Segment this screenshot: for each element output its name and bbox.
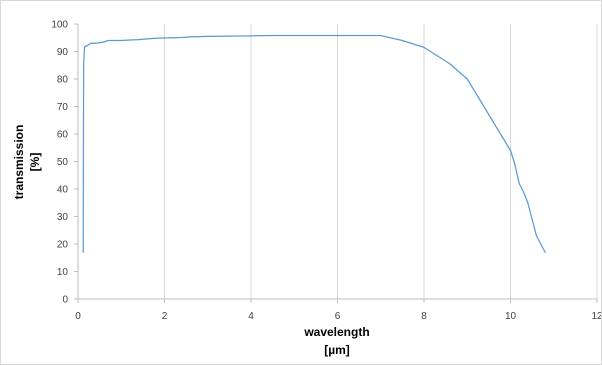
x-axis-title: wavelength [303,325,369,339]
data-point-0-8 [94,42,96,44]
data-point-0-21 [189,36,192,38]
data-point-0-27 [293,34,295,37]
data-point-0-15 [137,39,140,41]
x-tick-label-4: 8 [421,311,427,322]
data-point-0-3 [84,45,86,47]
data-point-0-9 [99,42,101,44]
data-point-0-40 [522,191,525,193]
data-point-0-12 [112,39,114,42]
data-point-0-30 [358,34,360,37]
series-line-0 [82,34,546,253]
data-point-0-42 [535,235,538,237]
data-point-0-28 [315,34,317,37]
data-point-0-10 [103,41,105,43]
data-point-0-0 [82,251,84,253]
y-axis-unit: [%] [28,153,42,172]
data-point-0-24 [228,35,230,37]
tick-label-layer: 0 2 4 6 8 10 12 0 10 20 30 40 50 60 70 80 90 100 [51,20,601,323]
data-point-0-35 [466,78,468,80]
data-point-0-38 [514,163,516,165]
data-point-0-31 [380,34,382,37]
x-tick-label-1: 2 [162,311,168,322]
axis-title-layer: wavelength [µm] transmission [%] [12,125,370,357]
data-point-0-2 [83,46,86,48]
x-tick-label-5: 10 [505,311,517,322]
x-tick-label-2: 4 [248,311,254,322]
data-point-0-17 [155,37,157,39]
data-point-0-20 [181,36,183,39]
data-point-0-4 [86,45,88,47]
data-point-0-41 [527,202,529,204]
data-point-0-1 [83,64,85,66]
data-point-0-33 [423,46,425,48]
data-point-0-16 [146,38,148,40]
y-tick-label-4: 40 [57,185,69,196]
data-point-0-39 [518,182,520,185]
data-point-0-26 [272,34,274,37]
y-tick-label-1: 10 [57,267,69,278]
data-point-0-43 [544,251,546,253]
axis-layer [74,23,598,303]
grid-layer [164,24,598,299]
data-point-0-22 [198,36,200,38]
x-tick-label-0: 0 [75,311,81,322]
y-tick-label-9: 90 [57,47,69,58]
y-tick-label-0: 0 [62,295,68,306]
y-tick-label-6: 60 [57,130,69,141]
y-tick-label-5: 50 [57,157,69,168]
x-axis-unit: [µm] [324,343,350,357]
data-point-0-13 [120,39,122,42]
data-point-0-23 [207,35,209,37]
y-tick-label-7: 70 [57,102,69,113]
data-point-0-11 [107,39,109,42]
data-point-0-29 [336,34,339,37]
data-point-0-18 [163,37,166,39]
y-tick-label-3: 30 [57,212,69,223]
y-tick-label-10: 100 [51,20,68,31]
data-point-0-25 [250,35,252,37]
data-point-0-34 [449,63,451,65]
data-point-0-37 [509,149,512,152]
data-point-0-19 [172,37,174,39]
data-point-0-7 [92,42,94,44]
y-tick-label-2: 20 [57,240,69,251]
x-tick-label-6: 12 [591,311,601,322]
data-point-0-5 [88,44,90,46]
data-point-0-32 [401,39,403,42]
data-point-0-36 [488,114,490,116]
series-layer [82,34,546,253]
x-tick-label-3: 6 [335,311,341,322]
data-point-0-14 [129,39,131,41]
y-tick-label-8: 80 [57,75,69,86]
y-axis-title: transmission [12,125,26,200]
data-point-0-6 [90,42,92,44]
